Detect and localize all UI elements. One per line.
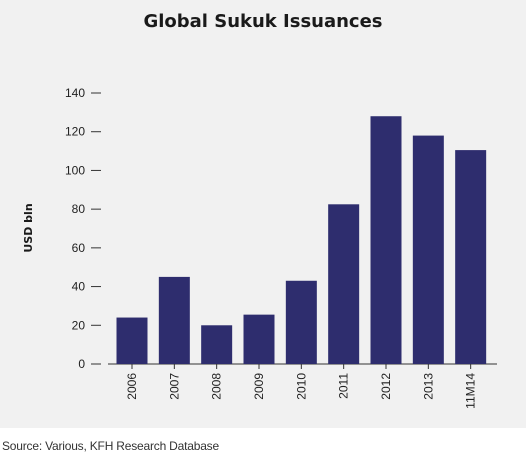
y-tick-label: 80	[72, 202, 86, 216]
bar-2013	[412, 135, 444, 364]
y-tick-label: 0	[78, 357, 85, 371]
x-tick-label-2006: 2006	[125, 373, 139, 400]
bar-2011	[328, 204, 360, 364]
chart-card: Global Sukuk Issuances 0 20 40 60 80 100 120 14…	[0, 0, 526, 428]
x-tick-label-2011: 2011	[337, 373, 351, 399]
y-tick-label: 60	[72, 241, 86, 255]
x-tick-label-2009: 2009	[252, 373, 266, 400]
x-tick-label-2013: 2013	[421, 373, 435, 400]
bar-2007	[158, 276, 190, 364]
bar-chart: 0 20 40 60 80 100 120 140 2006 2007 2008 2009 2010 20…	[22, 86, 497, 409]
x-tick-label-11M14: 11M14	[464, 373, 478, 409]
bar-2009	[243, 314, 275, 364]
bar-2010	[285, 280, 317, 364]
bar-2012	[370, 116, 402, 364]
x-tick-label-2012: 2012	[379, 373, 393, 400]
source-note: Source: Various, KFH Research Database	[2, 439, 219, 453]
chart-title: Global Sukuk Issuances	[143, 11, 383, 32]
x-tick-label-2010: 2010	[294, 373, 308, 400]
bar-2006	[116, 317, 148, 364]
x-tick-label-2007: 2007	[167, 373, 181, 400]
x-tick-label-2008: 2008	[210, 373, 224, 400]
bar-2008	[201, 325, 233, 364]
y-tick-label: 20	[72, 318, 86, 332]
y-tick-label: 100	[65, 163, 85, 177]
y-tick-label: 40	[72, 280, 86, 294]
y-axis-label: USD bln	[22, 203, 35, 252]
y-tick-label: 120	[65, 125, 85, 139]
y-tick-label: 140	[65, 86, 85, 100]
bar-11M14	[455, 150, 487, 364]
